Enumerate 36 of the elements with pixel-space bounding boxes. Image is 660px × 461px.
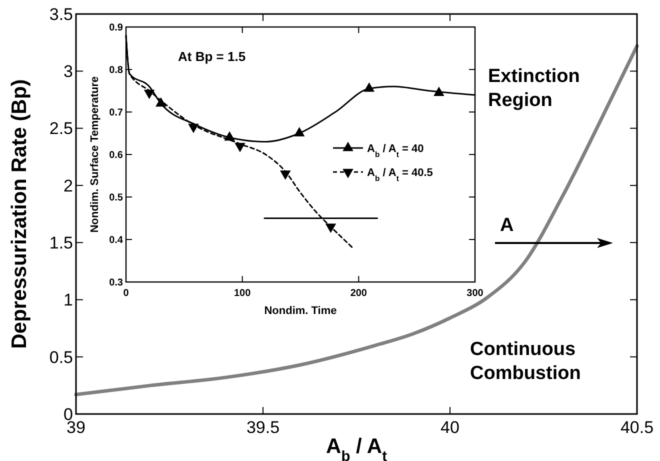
y-tick-label: 3.5 bbox=[49, 4, 73, 24]
x-tick-label: 300 bbox=[466, 288, 484, 299]
x-tick-label: 40.5 bbox=[620, 418, 654, 437]
y-tick-label: 2.5 bbox=[49, 119, 73, 138]
y-axis-title: Nondim. Surface Temperature bbox=[89, 76, 101, 233]
legend-label: A$_{b}$ / A$_{t}$ = 40.5 bbox=[367, 167, 433, 182]
y-tick-label: 0.9 bbox=[109, 22, 124, 34]
annotation: Continuous Combustion bbox=[470, 339, 581, 384]
annotation: At Bp = 1.5 bbox=[178, 49, 246, 64]
y-tick-label: 0.7 bbox=[109, 108, 124, 118]
x-axis-title: A$_{b}$ / A$_{t}$ bbox=[326, 435, 388, 461]
point bbox=[325, 224, 336, 233]
y-tick-label: 1 bbox=[64, 290, 73, 310]
y-tick-label: 3 bbox=[64, 62, 73, 82]
legend-label: A$_{b}$ / A$_{t}$ = 40 bbox=[367, 143, 424, 158]
annotation: Extinction Region bbox=[488, 66, 580, 111]
y-tick-label: 1.5 bbox=[49, 234, 73, 253]
y-tick-label: 2 bbox=[64, 176, 73, 196]
point bbox=[294, 127, 305, 136]
x-axis-title: Nondim. Time bbox=[264, 305, 337, 317]
point bbox=[434, 86, 444, 96]
x-tick-label: 39.5 bbox=[246, 418, 280, 437]
y-tick-label: 0.5 bbox=[49, 348, 73, 367]
x-tick-label: 200 bbox=[350, 288, 368, 299]
y-tick-label: 0.3 bbox=[109, 278, 124, 288]
annotation: A bbox=[500, 215, 514, 236]
y-tick-label: 0.6 bbox=[109, 150, 124, 161]
x-tick-label: 100 bbox=[234, 288, 252, 299]
y-tick-label: 0.8 bbox=[109, 65, 124, 76]
point bbox=[280, 170, 291, 180]
x-tick-label: 40 bbox=[440, 418, 460, 437]
line-series bbox=[74, 44, 639, 396]
point bbox=[364, 82, 375, 92]
y-axis-title: Depressurization Rate (Bp) bbox=[8, 79, 31, 349]
y-tick-label: 0.4 bbox=[109, 235, 124, 246]
y-tick-label: 0.5 bbox=[109, 192, 124, 204]
